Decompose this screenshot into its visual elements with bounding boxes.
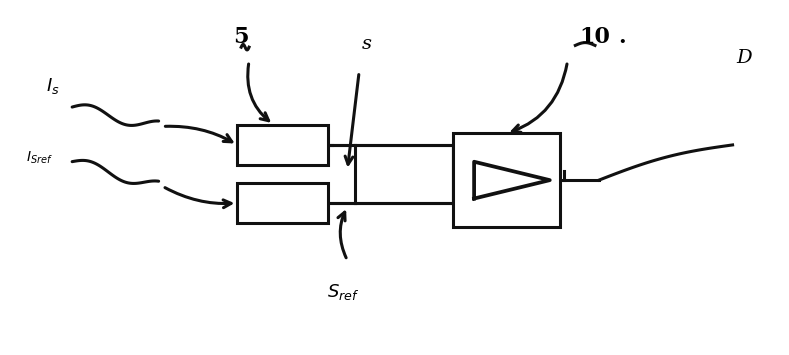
Text: 10: 10 [580, 26, 611, 48]
Bar [237, 183, 327, 223]
Bar [454, 133, 559, 227]
Text: $I_s$: $I_s$ [46, 76, 59, 96]
Text: D: D [737, 49, 752, 67]
Text: .: . [619, 26, 626, 48]
Text: $I_{Sref}$: $I_{Sref}$ [26, 150, 53, 166]
Bar [237, 125, 327, 165]
Text: $S_{ref}$: $S_{ref}$ [327, 282, 360, 302]
Text: 5: 5 [234, 26, 249, 48]
Text: s: s [362, 35, 372, 53]
